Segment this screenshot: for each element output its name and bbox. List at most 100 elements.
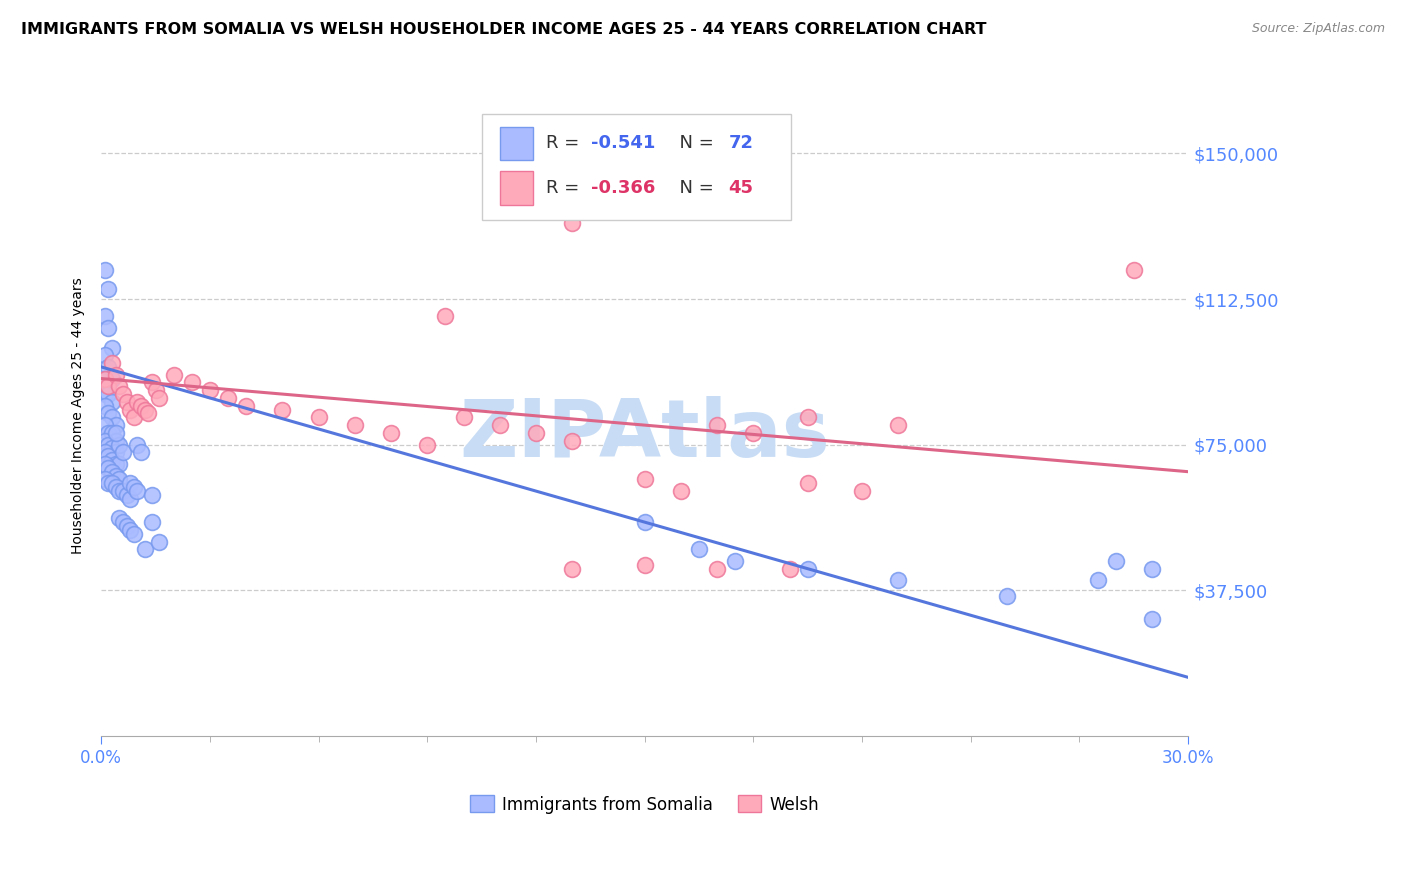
Point — [120, 402, 142, 417]
Point — [122, 526, 145, 541]
Point — [115, 519, 138, 533]
Point — [380, 425, 402, 440]
Point — [198, 383, 221, 397]
Point — [141, 488, 163, 502]
Point — [453, 410, 475, 425]
Point — [101, 410, 124, 425]
Text: N =: N = — [668, 135, 718, 153]
Point — [742, 425, 765, 440]
Text: 72: 72 — [728, 135, 754, 153]
Point — [1140, 612, 1163, 626]
Point — [129, 445, 152, 459]
Point — [97, 321, 120, 335]
Point — [94, 434, 117, 448]
Point — [796, 562, 818, 576]
Point — [180, 376, 202, 390]
Point — [111, 515, 134, 529]
Point — [669, 484, 692, 499]
Point — [97, 425, 120, 440]
Text: N =: N = — [668, 179, 718, 197]
Point — [94, 445, 117, 459]
Point — [148, 534, 170, 549]
Point — [94, 371, 117, 385]
Point — [688, 542, 710, 557]
Point — [101, 425, 124, 440]
Point — [101, 465, 124, 479]
Point — [129, 399, 152, 413]
Point — [111, 445, 134, 459]
Point — [104, 368, 127, 382]
Point — [163, 368, 186, 382]
Y-axis label: Householder Income Ages 25 - 44 years: Householder Income Ages 25 - 44 years — [72, 277, 86, 554]
Point — [108, 457, 131, 471]
Point — [235, 399, 257, 413]
Text: ZIPAtlas: ZIPAtlas — [460, 396, 830, 474]
Point — [887, 574, 910, 588]
Point — [104, 434, 127, 448]
Point — [217, 391, 239, 405]
Legend: Immigrants from Somalia, Welsh: Immigrants from Somalia, Welsh — [464, 789, 825, 821]
Point — [134, 542, 156, 557]
Point — [101, 453, 124, 467]
Point — [995, 589, 1018, 603]
Point — [104, 418, 127, 433]
Point — [104, 445, 127, 459]
Point — [122, 410, 145, 425]
Point — [488, 418, 510, 433]
Point — [127, 394, 149, 409]
Point — [134, 402, 156, 417]
Point — [97, 449, 120, 463]
Point — [127, 484, 149, 499]
Point — [141, 515, 163, 529]
Point — [108, 511, 131, 525]
Point — [94, 387, 117, 401]
Point — [141, 376, 163, 390]
Point — [115, 394, 138, 409]
Point — [97, 460, 120, 475]
FancyBboxPatch shape — [482, 114, 792, 220]
Point — [887, 418, 910, 433]
Point — [101, 371, 124, 385]
Point — [145, 383, 167, 397]
Point — [97, 379, 120, 393]
Point — [101, 442, 124, 456]
Point — [108, 484, 131, 499]
Point — [1087, 574, 1109, 588]
Point — [1122, 263, 1144, 277]
Point — [724, 554, 747, 568]
Point — [308, 410, 330, 425]
Point — [561, 562, 583, 576]
Point — [706, 562, 728, 576]
Text: 45: 45 — [728, 179, 754, 197]
Point — [94, 371, 117, 385]
Text: -0.541: -0.541 — [592, 135, 655, 153]
Point — [108, 437, 131, 451]
Point — [1105, 554, 1128, 568]
Point — [120, 476, 142, 491]
Point — [94, 399, 117, 413]
Point — [271, 402, 294, 417]
Point — [104, 457, 127, 471]
Point — [108, 379, 131, 393]
Point — [94, 418, 117, 433]
Point — [796, 410, 818, 425]
Point — [94, 457, 117, 471]
Point — [97, 476, 120, 491]
Point — [111, 387, 134, 401]
Point — [779, 562, 801, 576]
Point — [101, 394, 124, 409]
Point — [127, 437, 149, 451]
Text: R =: R = — [546, 179, 585, 197]
Point — [851, 484, 873, 499]
Point — [94, 310, 117, 324]
Point — [122, 480, 145, 494]
Point — [97, 282, 120, 296]
Text: -0.366: -0.366 — [592, 179, 655, 197]
Point — [634, 558, 657, 572]
Point — [97, 379, 120, 393]
Point — [101, 476, 124, 491]
Bar — [501, 127, 533, 160]
Point — [101, 341, 124, 355]
Point — [97, 359, 120, 374]
Point — [634, 473, 657, 487]
